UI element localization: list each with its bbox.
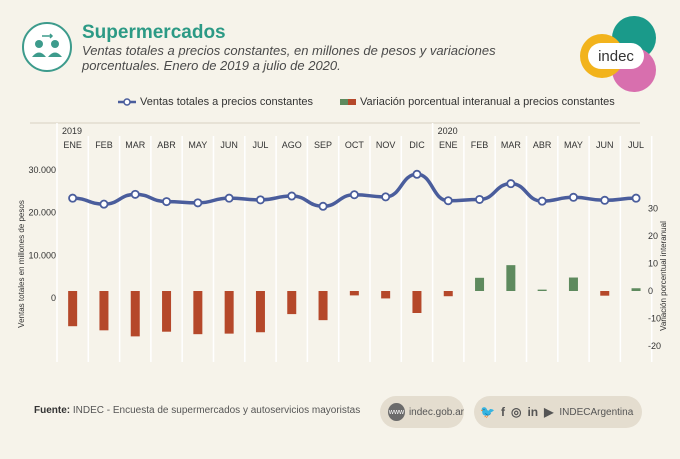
year-label: 2020 — [438, 126, 458, 136]
month-label: AGO — [282, 140, 302, 150]
bar — [99, 291, 109, 331]
line-point — [68, 193, 78, 203]
month-label: ABR — [157, 140, 176, 150]
legend-line-label: Ventas totales a precios constantes — [140, 96, 314, 108]
month-label: ENE — [439, 140, 458, 150]
people-exchange-icon — [22, 22, 72, 72]
month-label: MAY — [188, 140, 207, 150]
legend: Ventas totales a precios constantes Vari… — [0, 96, 680, 114]
bar — [443, 291, 453, 297]
line-point — [568, 192, 578, 202]
y2-tick-label: 0 — [648, 286, 653, 296]
social-handle: INDECArgentina — [559, 406, 634, 418]
month-label: JUL — [252, 140, 268, 150]
bar — [475, 277, 485, 291]
month-label: MAR — [501, 140, 522, 150]
web-link[interactable]: www indec.gob.ar — [380, 396, 464, 428]
line-point — [99, 199, 109, 209]
month-label: FEB — [95, 140, 113, 150]
month-label: JUN — [596, 140, 614, 150]
y2-tick-label: -20 — [648, 341, 661, 351]
bar — [255, 291, 265, 333]
bar — [381, 291, 391, 299]
year-label: 2019 — [62, 126, 82, 136]
y-tick-label: 0 — [51, 293, 56, 303]
line-marker-icon — [118, 98, 136, 106]
bar — [568, 277, 578, 291]
source-note: Fuente: INDEC - Encuesta de supermercado… — [34, 405, 360, 416]
line-point — [349, 190, 359, 200]
month-label: JUN — [220, 140, 238, 150]
bar — [506, 265, 516, 291]
instagram-icon[interactable]: ◎ — [510, 405, 522, 419]
logo-text: indec — [598, 48, 634, 65]
source-text: INDEC - Encuesta de supermercados y auto… — [72, 405, 361, 416]
web-link-label: indec.gob.ar — [408, 406, 464, 418]
line-point — [318, 201, 328, 211]
page-title: Supermercados — [82, 22, 226, 43]
line-point — [224, 193, 234, 203]
month-label: MAR — [125, 140, 146, 150]
line-point — [255, 195, 265, 205]
bar — [631, 288, 641, 291]
legend-line: Ventas totales a precios constantes — [118, 96, 313, 108]
bar-marker-icon — [340, 99, 356, 105]
bar — [68, 291, 78, 327]
line-point — [537, 196, 547, 206]
bar — [224, 291, 234, 334]
line-point — [287, 191, 297, 201]
y-axis-title: Ventas totales en millones de pesos — [17, 200, 26, 328]
y-tick-label: 30.000 — [28, 165, 56, 175]
bar — [287, 291, 297, 315]
line-point — [600, 195, 610, 205]
line-point — [506, 179, 516, 189]
y2-axis-title: Variación porcentual interanual — [659, 221, 668, 331]
page-subtitle: Ventas totales a precios constantes, en … — [82, 43, 496, 73]
bar — [130, 291, 140, 337]
month-label: ABR — [533, 140, 552, 150]
line-point — [631, 193, 641, 203]
y2-tick-label: -10 — [648, 314, 661, 324]
bar — [193, 291, 203, 335]
line-point — [443, 196, 453, 206]
twitter-icon[interactable]: 🐦 — [480, 405, 495, 419]
bar — [318, 291, 328, 321]
month-label: MAY — [564, 140, 583, 150]
bar — [537, 289, 547, 291]
source-label: Fuente: — [34, 405, 71, 416]
month-label: NOV — [376, 140, 396, 150]
month-label: SEP — [314, 140, 332, 150]
social-links[interactable]: 🐦 f ◎ in ▶ INDECArgentina — [474, 396, 642, 428]
month-label: OCT — [345, 140, 365, 150]
line-point — [412, 169, 422, 179]
line-point — [475, 194, 485, 204]
bar — [412, 291, 422, 313]
header: Supermercados Ventas totales a precios c… — [0, 0, 680, 92]
youtube-icon[interactable]: ▶ — [544, 405, 554, 419]
facebook-icon[interactable]: f — [500, 405, 505, 419]
bar — [349, 291, 359, 296]
line-point — [162, 197, 172, 207]
bar — [600, 291, 610, 296]
legend-bar-label: Variación porcentual interanual a precio… — [360, 96, 615, 108]
line-point — [381, 192, 391, 202]
line-point — [193, 198, 203, 208]
month-label: FEB — [471, 140, 489, 150]
y2-tick-label: 20 — [648, 231, 658, 241]
www-icon: www — [388, 403, 405, 421]
month-label: ENE — [63, 140, 82, 150]
line-point — [130, 189, 140, 199]
indec-logo: indec — [576, 16, 660, 96]
y-tick-label: 20.000 — [28, 208, 56, 218]
month-label: JUL — [628, 140, 644, 150]
bar — [162, 291, 172, 332]
y2-tick-label: 30 — [648, 204, 658, 214]
y-tick-label: 10.000 — [28, 250, 56, 260]
linkedin-icon[interactable]: in — [527, 405, 539, 419]
month-label: DIC — [409, 140, 425, 150]
legend-bar: Variación porcentual interanual a precio… — [340, 96, 615, 108]
y2-tick-label: 10 — [648, 259, 658, 269]
